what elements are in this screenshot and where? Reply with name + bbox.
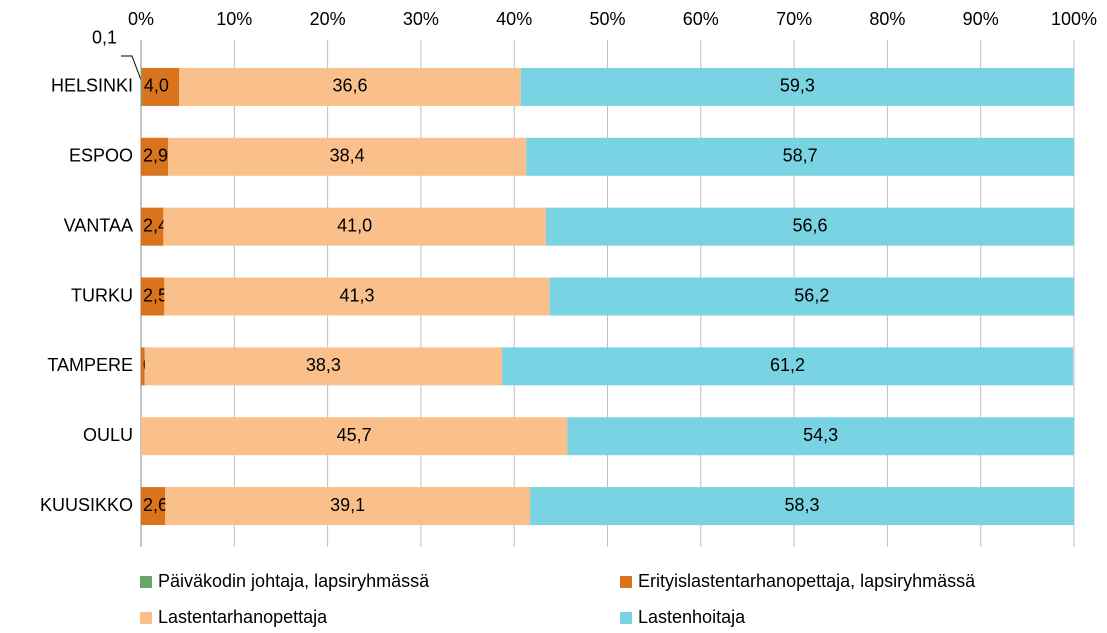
value-label: 2,5 xyxy=(143,285,168,305)
value-label: 61,2 xyxy=(770,355,805,375)
bar-segment xyxy=(144,347,503,386)
bar-segment xyxy=(141,487,166,526)
value-label: 2,9 xyxy=(143,146,168,166)
x-tick-label: 30% xyxy=(403,9,439,29)
legend-swatch xyxy=(140,612,152,624)
x-tick-label: 0% xyxy=(128,9,154,29)
value-label: 38,4 xyxy=(330,146,365,166)
y-tick-label: ESPOO xyxy=(69,146,133,166)
value-label: 41,3 xyxy=(339,285,374,305)
y-tick-label: OULU xyxy=(83,425,133,445)
leader-line xyxy=(121,55,142,81)
y-tick-label: TAMPERE xyxy=(47,355,133,375)
legend-label: Erityislastentarhanopettaja, lapsiryhmäs… xyxy=(638,571,976,591)
bar-segment xyxy=(141,137,169,176)
legend-swatch xyxy=(140,576,152,588)
x-tick-label: 100% xyxy=(1051,9,1097,29)
value-label: 58,7 xyxy=(783,146,818,166)
value-label: 2,4 xyxy=(143,215,168,235)
x-tick-label: 80% xyxy=(869,9,905,29)
bar-segment xyxy=(165,487,531,526)
legend-label: Päiväkodin johtaja, lapsiryhmässä xyxy=(158,571,430,591)
x-tick-label: 40% xyxy=(496,9,532,29)
bar-segment xyxy=(520,67,1074,106)
x-tick-label: 90% xyxy=(963,9,999,29)
bar-segment xyxy=(141,207,164,246)
value-label: 36,6 xyxy=(332,76,367,96)
legend-label: Lastenhoitaja xyxy=(638,607,746,627)
bar-segment xyxy=(567,417,1074,456)
value-label: 41,0 xyxy=(337,215,372,235)
bar-segment xyxy=(168,137,527,176)
y-tick-label: TURKU xyxy=(71,285,133,305)
bar-segment xyxy=(141,67,180,106)
legend-swatch xyxy=(620,612,632,624)
value-label: 2,6 xyxy=(143,495,168,515)
bar-segment xyxy=(526,137,1074,176)
bar-segment xyxy=(164,277,550,316)
bar-segment xyxy=(141,277,165,316)
value-label: 59,3 xyxy=(780,76,815,96)
bar-segment xyxy=(545,207,1074,246)
bar-segment xyxy=(502,347,1074,386)
bar-segment xyxy=(549,277,1074,316)
y-tick-label: VANTAA xyxy=(64,215,133,235)
value-label: 56,6 xyxy=(792,215,827,235)
x-tick-label: 10% xyxy=(216,9,252,29)
value-label: 4,0 xyxy=(144,76,169,96)
x-tick-label: 70% xyxy=(776,9,812,29)
value-label: 45,7 xyxy=(337,425,372,445)
y-tick-label: KUUSIKKO xyxy=(40,495,133,515)
bar-segment xyxy=(141,417,568,456)
y-tick-label: HELSINKI xyxy=(51,76,133,96)
bar-segment xyxy=(530,487,1074,526)
legend-swatch xyxy=(620,576,632,588)
value-label: 56,2 xyxy=(794,285,829,305)
bar-segment xyxy=(141,67,142,106)
value-label: 58,3 xyxy=(785,495,820,515)
bar-segment xyxy=(179,67,521,106)
bar-segment xyxy=(141,347,145,386)
value-label: 54,3 xyxy=(803,425,838,445)
value-label: 0,1 xyxy=(92,28,117,48)
x-tick-label: 50% xyxy=(589,9,625,29)
value-label: 39,1 xyxy=(330,495,365,515)
value-label: 38,3 xyxy=(306,355,341,375)
legend-label: Lastentarhanopettaja xyxy=(158,607,328,627)
x-tick-label: 60% xyxy=(683,9,719,29)
x-tick-label: 20% xyxy=(310,9,346,29)
bar-segment xyxy=(163,207,546,246)
